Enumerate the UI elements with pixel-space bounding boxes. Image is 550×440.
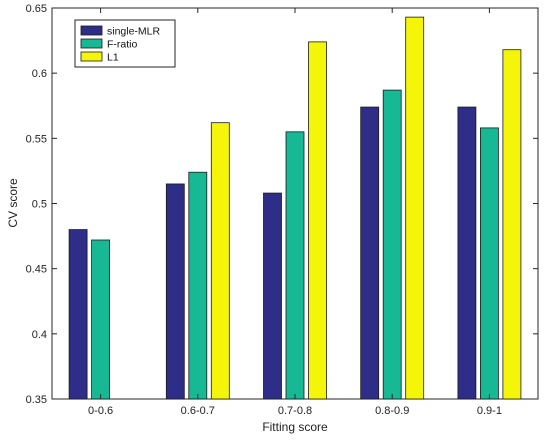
x-axis-label: Fitting score [262,420,328,434]
y-tick-label: 0.55 [26,133,47,145]
bars-group [68,16,522,400]
legend-label: L1 [107,52,119,64]
x-tick-label: 0.6-0.7 [181,405,215,417]
bar-single-mlr-0 [68,229,88,400]
x-tick-label: 0-0.6 [88,405,113,417]
y-axis: 0.35 0.4 0.45 0.5 0.55 0.6 0.65 [26,3,538,406]
y-tick-label: 0.45 [26,264,47,276]
y-tick-label: 0.4 [32,329,47,341]
bar-l1-1 [210,122,230,400]
bar-f-ratio-1 [188,171,208,400]
bar-f-ratio-0 [91,239,110,400]
bar-single-mlr-2 [263,192,282,400]
bar-single-mlr-1 [165,183,185,400]
bar-single-mlr-4 [457,106,477,400]
bar-f-ratio-3 [382,89,402,400]
bar-f-ratio-4 [479,127,499,400]
x-tick-label: 0.8-0.9 [375,405,409,417]
bar-f-ratio-2 [285,131,305,400]
x-axis: 0-0.6 0.6-0.7 0.7-0.8 0.8-0.9 0.9-1 [88,8,502,417]
legend-swatch [80,38,103,49]
legend-label: F-ratio [107,39,137,51]
bar-l1-4 [502,49,522,400]
legend-label: single-MLR [107,26,161,38]
bar-l1-2 [308,41,327,400]
y-tick-label: 0.6 [32,68,47,80]
x-tick-label: 0.7-0.8 [278,405,312,417]
legend-swatch [80,25,103,36]
y-axis-label: CV score [6,178,20,228]
y-tick-label: 0.35 [26,394,47,406]
bar-l1-3 [405,16,425,400]
x-tick-label: 0.9-1 [477,405,502,417]
y-tick-label: 0.65 [26,3,47,15]
bar-single-mlr-3 [360,106,380,400]
legend-swatch [80,51,103,62]
y-tick-label: 0.5 [32,199,47,211]
